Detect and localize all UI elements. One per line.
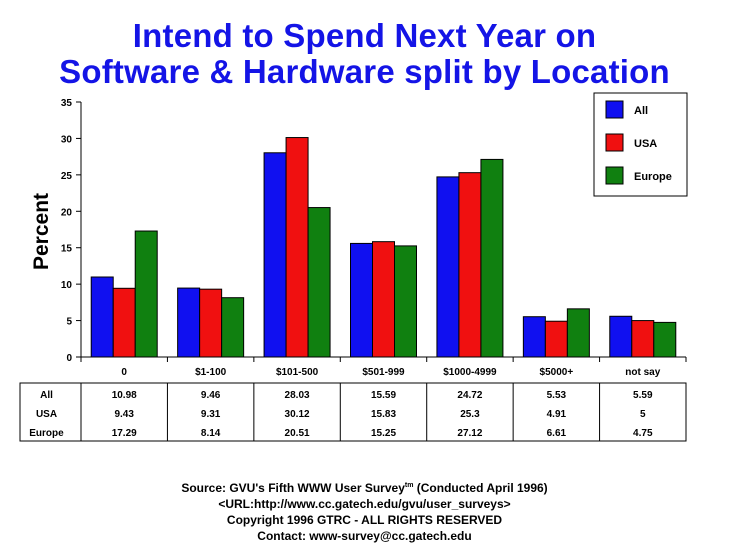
y-tick-label: 30	[61, 134, 73, 145]
data-table-border	[19, 382, 687, 442]
data-table-cell: 4.75	[633, 428, 653, 439]
data-table-cell: 17.29	[112, 428, 137, 439]
data-table-cell: 28.03	[285, 390, 310, 401]
y-tick-label: 0	[66, 353, 72, 364]
source-line: Source: GVU's Fifth WWW User Surveytm (C…	[0, 478, 729, 496]
y-tick-label: 25	[61, 171, 73, 182]
x-tick-label: $5000+	[540, 367, 574, 378]
survey-url: <URL:http://www.cc.gatech.edu/gvu/user_s…	[218, 497, 511, 511]
bar-europe-6	[653, 321, 677, 358]
data-table-cell: 15.83	[371, 409, 396, 420]
x-tick-label: $101-500	[276, 367, 319, 378]
legend-label-usa: USA	[634, 138, 657, 150]
y-tick-label: 15	[61, 244, 73, 255]
legend-swatch-usa	[605, 133, 624, 152]
data-table-cell: 24.72	[457, 390, 482, 401]
bar-all-2	[263, 152, 287, 358]
bar-usa-2	[285, 137, 309, 358]
source-text: Source: GVU's Fifth WWW User Survey	[181, 481, 405, 495]
contact-text: Contact: www-survey@cc.gatech.edu	[257, 529, 472, 543]
chart-title-line1: Intend to Spend Next Year on	[132, 17, 597, 54]
bar-all-1	[177, 287, 201, 358]
data-table-cell: 25.3	[460, 409, 480, 420]
y-tick-label: 20	[61, 207, 73, 218]
bar-usa-0	[112, 287, 136, 358]
bar-europe-2	[307, 207, 331, 358]
bar-all-5	[522, 316, 546, 358]
bar-usa-3	[372, 241, 395, 358]
y-axis-label: Percent	[30, 193, 53, 270]
data-table-cell: 27.12	[457, 428, 482, 439]
data-table-cell: 9.46	[201, 390, 221, 401]
data-table-cell: 20.51	[285, 428, 310, 439]
data-table-cell: 8.14	[201, 428, 221, 439]
data-table-row-label: All	[40, 390, 53, 401]
chart-title: Intend to Spend Next Year on Software & …	[0, 18, 729, 90]
bar-usa-5	[544, 320, 568, 358]
x-tick-label: $1000-4999	[443, 367, 497, 378]
data-table-cell: 4.91	[547, 409, 567, 420]
bar-europe-3	[394, 245, 417, 358]
bar-all-0	[90, 276, 114, 358]
source-footer: Source: GVU's Fifth WWW User Surveytm (C…	[0, 478, 729, 544]
bar-all-3	[350, 242, 373, 358]
bar-all-6	[609, 315, 633, 358]
data-table-cell: 6.61	[547, 428, 567, 439]
legend-swatch-europe	[605, 166, 624, 185]
x-tick-label: $1-100	[195, 367, 227, 378]
y-tick-label: 10	[61, 280, 73, 291]
x-tick-label: $501-999	[362, 367, 405, 378]
x-tick-label: 0	[121, 367, 127, 378]
bar-europe-0	[134, 230, 158, 358]
data-table-row-label: Europe	[29, 428, 64, 439]
y-tick-label: 35	[61, 98, 73, 109]
survey-date: (Conducted April 1996)	[413, 481, 548, 495]
copyright-text: Copyright 1996 GTRC - ALL RIGHTS RESERVE…	[226, 513, 503, 527]
x-tick-label: not say	[625, 367, 660, 378]
chart-title-line2: Software & Hardware split by Location	[59, 53, 670, 90]
data-table-cell: 15.59	[371, 390, 396, 401]
bar-europe-1	[221, 297, 245, 358]
bar-europe-4	[480, 158, 504, 358]
bar-all-4	[436, 176, 460, 358]
data-table-cell: 5	[640, 409, 646, 420]
bar-usa-4	[458, 172, 482, 358]
bar-usa-6	[631, 320, 655, 358]
data-table-cell: 9.43	[114, 409, 134, 420]
data-table-cell: 10.98	[112, 390, 137, 401]
legend-label-all: All	[634, 105, 648, 117]
data-table-cell: 5.59	[633, 390, 653, 401]
trademark-superscript: tm	[404, 482, 414, 489]
data-table-cell: 30.12	[285, 409, 310, 420]
legend-label-europe: Europe	[634, 171, 672, 183]
bar-usa-1	[199, 288, 223, 358]
legend-swatch-all	[605, 100, 624, 119]
data-table-cell: 15.25	[371, 428, 396, 439]
y-tick-label: 5	[66, 317, 72, 328]
data-table-row-label: USA	[36, 409, 57, 420]
bar-europe-5	[566, 308, 590, 358]
data-table-cell: 9.31	[201, 409, 221, 420]
data-table-cell: 5.53	[547, 390, 567, 401]
